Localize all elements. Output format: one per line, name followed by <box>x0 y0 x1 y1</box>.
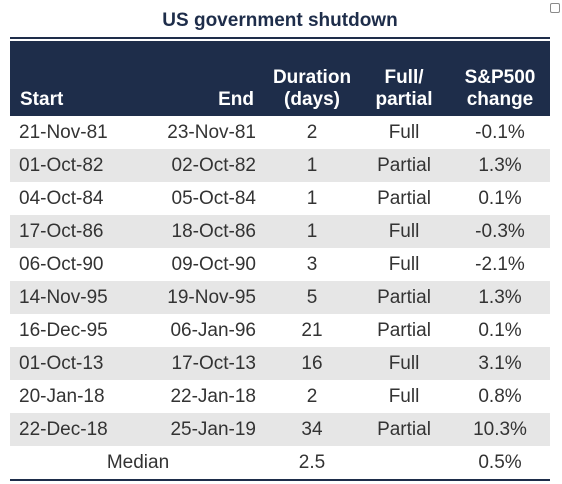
cell-type: Full <box>388 122 420 143</box>
header-duration: Duration (days) <box>266 41 358 116</box>
cell-type: Full <box>388 254 420 275</box>
cell-change: -0.1% <box>475 122 525 143</box>
cell-end: 05-Oct-84 <box>171 188 256 209</box>
cell-end: 25-Jan-19 <box>170 419 256 440</box>
table-title: US government shutdown <box>162 10 398 31</box>
shutdown-table: Start End Duration (days) Full/ partial … <box>10 41 550 481</box>
median-duration: 2.5 <box>266 446 358 481</box>
table-row: 22-Dec-18 25-Jan-19 34 Partial 10.3% <box>10 413 550 446</box>
median-row: Median 2.5 0.5% <box>10 446 550 481</box>
header-change: S&P500 change <box>450 41 550 116</box>
header-end-label: End <box>218 89 254 110</box>
cell-change: 1.3% <box>478 287 522 308</box>
cell-type: Partial <box>377 287 431 308</box>
cell-type: Partial <box>377 188 431 209</box>
cell-duration: 34 <box>301 419 323 440</box>
header-change-line2: change <box>466 89 534 110</box>
cell-duration: 1 <box>306 188 318 209</box>
cell-change: -2.1% <box>475 254 525 275</box>
cell-end: 19-Nov-95 <box>167 287 256 308</box>
cell-end: 18-Oct-86 <box>171 221 256 242</box>
cell-start: 21-Nov-81 <box>19 122 108 143</box>
table-body: 21-Nov-81 23-Nov-81 2 Full -0.1% 01-Oct-… <box>10 116 550 446</box>
cell-change: 0.1% <box>478 188 522 209</box>
cell-type: Full <box>388 353 420 374</box>
cell-start: 16-Dec-95 <box>19 320 108 341</box>
cell-change: 3.1% <box>478 353 522 374</box>
cell-duration: 16 <box>301 353 323 374</box>
cell-change: 10.3% <box>473 419 527 440</box>
cell-end: 02-Oct-82 <box>171 155 256 176</box>
cell-end: 09-Oct-90 <box>171 254 256 275</box>
cell-start: 22-Dec-18 <box>19 419 108 440</box>
title-divider <box>10 37 550 39</box>
median-change: 0.5% <box>450 446 550 481</box>
cell-end: 17-Oct-13 <box>171 353 256 374</box>
header-type: Full/ partial <box>358 41 450 116</box>
median-label: Median <box>10 446 266 481</box>
cell-change: 1.3% <box>478 155 522 176</box>
median-type-empty <box>358 446 450 481</box>
table-row: 21-Nov-81 23-Nov-81 2 Full -0.1% <box>10 116 550 149</box>
cell-start: 17-Oct-86 <box>19 221 104 242</box>
cell-duration: 2 <box>306 122 318 143</box>
table-footer: Median 2.5 0.5% <box>10 446 550 481</box>
cell-duration: 2 <box>306 386 318 407</box>
header-duration-line2: (days) <box>284 89 340 110</box>
table-row: 20-Jan-18 22-Jan-18 2 Full 0.8% <box>10 380 550 413</box>
table-row: 04-Oct-84 05-Oct-84 1 Partial 0.1% <box>10 182 550 215</box>
cell-duration: 3 <box>306 254 318 275</box>
cell-change: 0.8% <box>478 386 522 407</box>
cell-duration: 1 <box>306 155 318 176</box>
table-row: 06-Oct-90 09-Oct-90 3 Full -2.1% <box>10 248 550 281</box>
cell-start: 01-Oct-82 <box>19 155 104 176</box>
cell-duration: 21 <box>301 320 323 341</box>
cell-change: -0.3% <box>475 221 525 242</box>
header-start-label: Start <box>20 89 64 110</box>
cell-start: 20-Jan-18 <box>19 386 105 407</box>
table-row: 17-Oct-86 18-Oct-86 1 Full -0.3% <box>10 215 550 248</box>
table-row: 01-Oct-13 17-Oct-13 16 Full 3.1% <box>10 347 550 380</box>
cell-start: 14-Nov-95 <box>19 287 108 308</box>
cell-end: 23-Nov-81 <box>167 122 256 143</box>
cell-type: Partial <box>377 320 431 341</box>
cell-duration: 5 <box>306 287 318 308</box>
table-header: Start End Duration (days) Full/ partial … <box>10 41 550 116</box>
cell-start: 01-Oct-13 <box>19 353 104 374</box>
cell-type: Partial <box>377 155 431 176</box>
table-row: 14-Nov-95 19-Nov-95 5 Partial 1.3% <box>10 281 550 314</box>
cell-end: 22-Jan-18 <box>170 386 256 407</box>
window-corner-handle[interactable] <box>550 3 560 13</box>
cell-end: 06-Jan-96 <box>170 320 256 341</box>
header-type-line2: partial <box>375 89 433 110</box>
header-duration-line1: Duration <box>272 67 352 88</box>
cell-type: Full <box>388 221 420 242</box>
header-end: End <box>138 41 266 116</box>
header-change-line1: S&P500 <box>464 67 536 88</box>
cell-change: 0.1% <box>478 320 522 341</box>
header-start: Start <box>10 41 138 116</box>
table-row: 16-Dec-95 06-Jan-96 21 Partial 0.1% <box>10 314 550 347</box>
header-type-line1: Full/ <box>384 67 424 88</box>
cell-type: Full <box>388 386 420 407</box>
cell-duration: 1 <box>306 221 318 242</box>
cell-start: 06-Oct-90 <box>19 254 104 275</box>
header-row: Start End Duration (days) Full/ partial … <box>10 41 550 116</box>
cell-type: Partial <box>377 419 431 440</box>
table-row: 01-Oct-82 02-Oct-82 1 Partial 1.3% <box>10 149 550 182</box>
cell-start: 04-Oct-84 <box>19 188 104 209</box>
